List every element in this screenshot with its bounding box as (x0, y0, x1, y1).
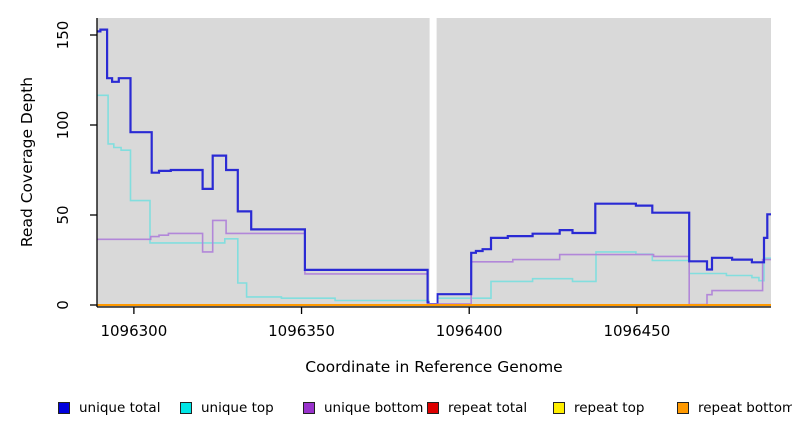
series-unique-total (97, 28, 771, 304)
y-tick-label: 100 (54, 111, 72, 140)
y-tick-label: 50 (54, 205, 72, 224)
legend-swatch-repeat-top (553, 402, 565, 414)
x-tick-label: 1096300 (100, 322, 167, 340)
x-axis-title: Coordinate in Reference Genome (305, 358, 563, 376)
legend-item-unique-total: unique total (58, 400, 161, 416)
y-tick-label: 0 (54, 300, 72, 310)
legend-label: repeat top (574, 400, 645, 416)
legend-label: repeat total (448, 400, 528, 416)
legend-item-repeat-top: repeat top (553, 400, 645, 416)
legend-swatch-unique-top (180, 402, 192, 414)
x-tick-label: 1096350 (268, 322, 335, 340)
no-data-gap (429, 18, 437, 303)
legend-swatch-repeat-total (427, 402, 439, 414)
y-tick-label: 150 (54, 21, 72, 50)
legend-item-repeat-total: repeat total (427, 400, 528, 416)
legend-item-unique-top: unique top (180, 400, 274, 416)
series-unique-top (97, 94, 771, 302)
legend-label: unique bottom (324, 400, 424, 416)
legend-swatch-unique-bottom (303, 402, 315, 414)
legend-label: unique top (201, 400, 274, 416)
x-tick-label: 1096400 (436, 322, 503, 340)
series-unique-bottom (97, 219, 771, 306)
legend-item-repeat-bottom: repeat bottom (677, 400, 792, 416)
x-tick-label: 1096450 (603, 322, 670, 340)
legend-label: unique total (79, 400, 161, 416)
legend-swatch-unique-total (58, 402, 70, 414)
legend-swatch-repeat-bottom (677, 402, 689, 414)
legend-label: repeat bottom (698, 400, 792, 416)
y-axis-title: Read Coverage Depth (18, 76, 36, 248)
legend-item-unique-bottom: unique bottom (303, 400, 424, 416)
